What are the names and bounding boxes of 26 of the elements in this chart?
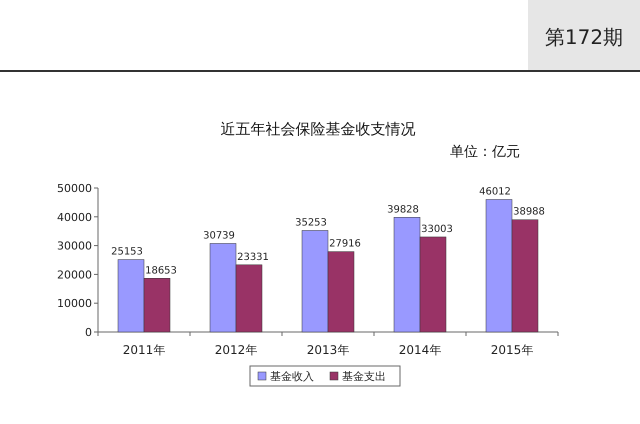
y-tick-label: 40000 (57, 210, 92, 224)
x-tick-label: 2011年 (122, 343, 166, 357)
chart-subtitle: 单位：亿元 (450, 144, 520, 160)
legend-label: 基金支出 (342, 370, 386, 383)
x-tick-label: 2014年 (398, 343, 442, 357)
data-label: 39828 (387, 204, 419, 216)
text: 第172期 (544, 25, 624, 49)
data-label: 27916 (329, 238, 361, 250)
y-tick-label: 50000 (57, 182, 92, 195)
y-tick-label: 0 (85, 326, 92, 339)
data-label: 18653 (145, 265, 177, 276)
data-label: 33003 (421, 224, 453, 235)
data-label: 38988 (513, 206, 545, 218)
data-label: 25153 (111, 246, 143, 258)
data-label: 35253 (295, 217, 327, 228)
x-tick-label: 2015年 (490, 343, 534, 357)
data-label: 23331 (237, 252, 269, 263)
y-tick-label: 20000 (57, 268, 92, 282)
x-tick-label: 2013年 (306, 343, 350, 357)
data-label: 46012 (479, 186, 511, 198)
chart-title: 近五年社会保险基金收支情况 (220, 120, 416, 138)
x-tick-label: 2012年 (214, 343, 258, 357)
legend-label: 基金收入 (270, 370, 314, 383)
y-tick-label: 10000 (57, 297, 92, 310)
data-label: 30739 (203, 230, 235, 242)
y-tick-label: 30000 (57, 240, 92, 253)
